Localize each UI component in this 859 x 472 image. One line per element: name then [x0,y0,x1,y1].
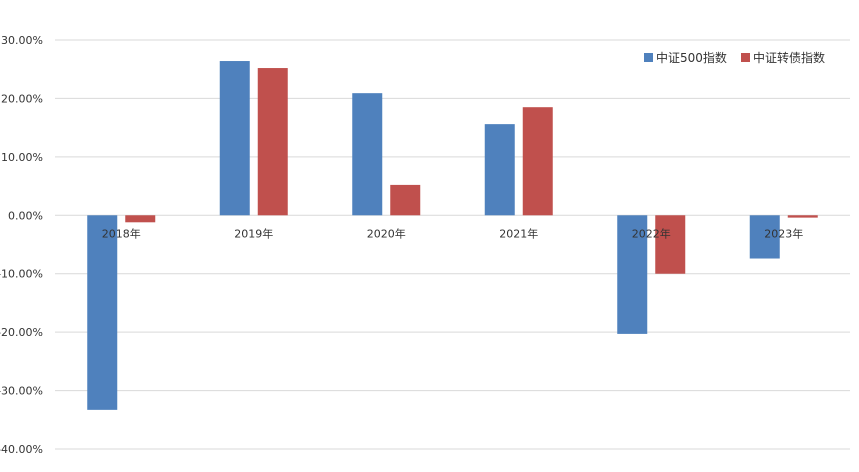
bar-csi500-2 [352,93,383,216]
bars [87,61,818,410]
bar-convertible-0 [125,215,156,223]
bar-csi500-4 [617,215,648,334]
y-tick-label: -30.00% [0,385,43,398]
y-tick-label: 0.00% [8,209,43,222]
y-axis-tick-labels: 30.00% 20.00% 10.00% 0.00% -10.00% -20.00% -30… [0,34,43,456]
bar-convertible-2 [390,184,421,216]
x-axis-category-labels: 2018年 2019年 2020年 2021年 2022年 2023年 [102,226,804,240]
legend-swatch [741,53,750,62]
y-tick-label: -40.00% [0,443,43,456]
y-tick-label: -20.00% [0,326,43,339]
legend-label: 中证500指数 [656,50,727,65]
y-tick-label: 10.00% [1,151,43,164]
bar-convertible-4 [655,215,686,274]
x-category-label: 2021年 [499,226,538,240]
legend-label: 中证转债指数 [753,50,825,65]
bar-csi500-0 [87,215,118,410]
y-tick-label: -10.00% [0,268,43,281]
y-tick-label: 20.00% [1,92,43,105]
gridlines [55,39,850,450]
legend-swatch [644,53,653,62]
bar-csi500-3 [484,124,515,216]
x-category-label: 2018年 [102,226,141,240]
x-category-label: 2022年 [632,226,671,240]
bar-csi500-5 [749,215,780,259]
legend: 中证500指数 中证转债指数 [644,50,825,65]
bar-convertible-3 [522,107,553,216]
x-category-label: 2020年 [367,226,406,240]
x-category-label: 2023年 [764,226,803,240]
bar-convertible-5 [787,215,818,218]
y-tick-label: 30.00% [1,34,43,47]
bar-convertible-1 [257,68,288,216]
bar-csi500-1 [219,61,250,216]
x-category-label: 2019年 [234,226,273,240]
